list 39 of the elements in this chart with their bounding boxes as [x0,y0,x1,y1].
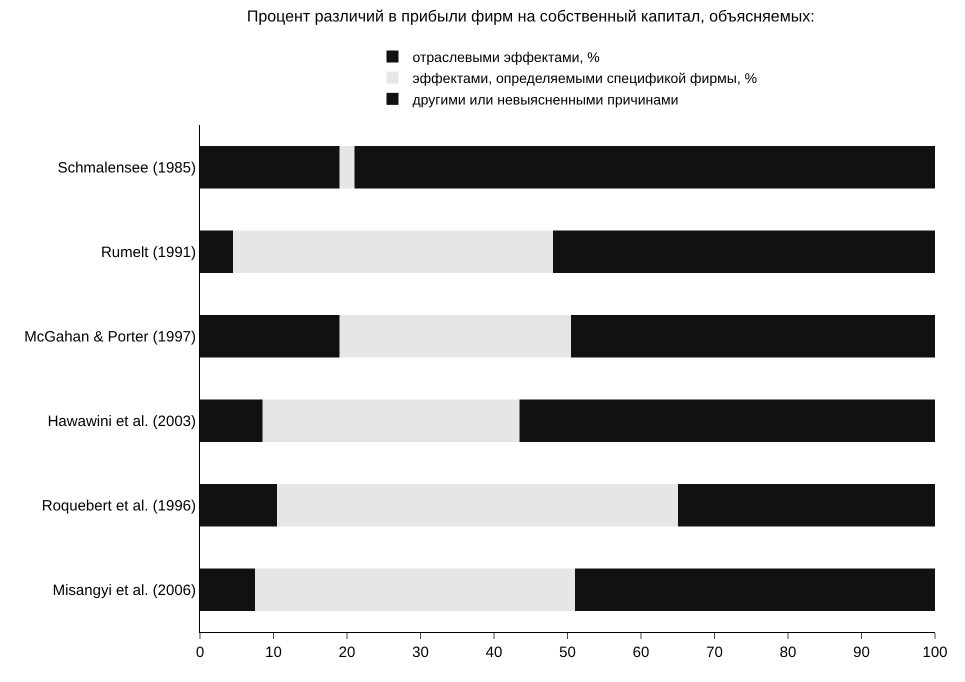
y-tick-label: Schmalensee (1985) [58,160,196,176]
bar [678,484,935,526]
bar [552,230,935,273]
bar [262,400,520,442]
bar [571,315,935,358]
x-tick-label: 100 [922,644,948,661]
chart-title: Процент различий в прибыли фирм на собственный капитал, объясняемых: [246,8,815,26]
bar [340,315,572,358]
x-tick-label: 10 [265,644,282,661]
x-tick-label: 20 [338,644,356,661]
bar [200,146,340,188]
x-tick-label: 70 [706,644,723,661]
x-tick-label: 40 [486,644,502,661]
y-tick-label: Misangyi et al. (2006) [52,582,196,599]
bar [233,230,553,273]
x-tick-label: 90 [853,644,870,661]
bar [520,400,935,442]
bar [277,484,678,526]
legend-label: эффектами, определяемыми спецификой фирмы, % [412,70,758,86]
bar [200,400,262,442]
bar [255,568,575,611]
x-tick-label: 60 [632,644,650,661]
legend-label: отраслевыми эффектами, % [412,48,600,65]
x-tick-label: 30 [412,644,429,661]
bar [574,568,935,611]
bar [200,484,278,526]
y-tick-label: Roquebert et al. (1996) [42,498,196,514]
bar [340,146,354,188]
bar [200,568,256,611]
y-tick-label: Rumelt (1991) [100,244,196,261]
x-tick-label: 80 [780,644,796,661]
x-tick-label: 0 [196,644,204,661]
x-tick-label: 50 [559,644,576,661]
bar [200,315,340,358]
legend-label: другими или невыясненными причинами [412,91,678,108]
y-tick-label: McGahan & Porter (1997) [24,328,196,346]
bar [354,146,935,188]
bar [200,230,234,273]
y-tick-label: Hawawini et al. (2003) [48,413,196,430]
